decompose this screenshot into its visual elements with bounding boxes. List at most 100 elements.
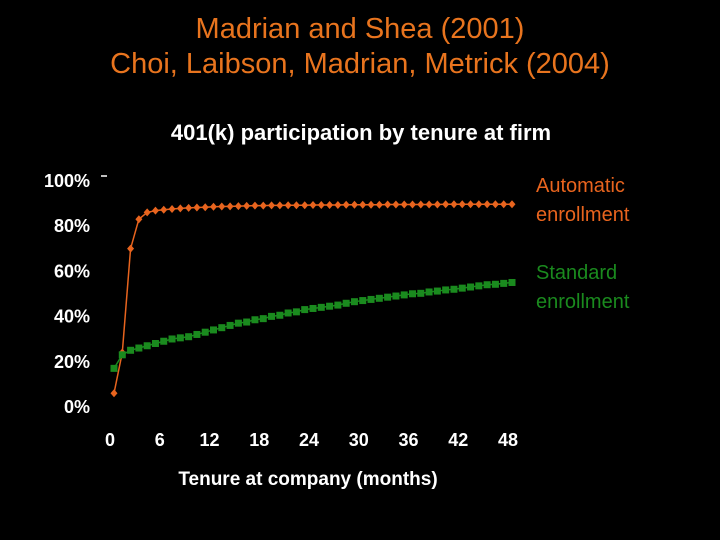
x-tick-label: 6 bbox=[155, 430, 165, 450]
data-point bbox=[143, 208, 151, 217]
data-point bbox=[210, 326, 217, 334]
series-labels: Automatic enrollment Standard enrollment bbox=[536, 175, 630, 313]
data-point bbox=[400, 200, 408, 209]
series-line-1 bbox=[113, 203, 512, 394]
data-point bbox=[417, 289, 425, 297]
data-point bbox=[143, 342, 151, 350]
data-point bbox=[127, 346, 135, 354]
data-point bbox=[359, 200, 367, 209]
data-point bbox=[276, 311, 284, 319]
data-point bbox=[467, 283, 475, 291]
data-point bbox=[259, 201, 267, 210]
data-point bbox=[508, 200, 516, 209]
data-point bbox=[218, 324, 226, 332]
data-point bbox=[309, 304, 317, 312]
data-point bbox=[251, 201, 259, 210]
data-point bbox=[118, 351, 126, 359]
series-label-line: enrollment bbox=[536, 204, 630, 226]
data-point bbox=[409, 290, 416, 298]
data-point bbox=[160, 337, 168, 345]
chart-title: 401(k) participation by tenure at firm bbox=[171, 120, 551, 145]
data-point bbox=[151, 340, 159, 347]
data-point bbox=[400, 291, 408, 299]
data-point bbox=[317, 303, 325, 311]
series-label-line: Standard bbox=[536, 262, 617, 284]
x-tick-label: 48 bbox=[498, 430, 518, 450]
data-point bbox=[193, 203, 201, 212]
data-point bbox=[334, 200, 342, 209]
data-point bbox=[168, 205, 176, 214]
data-point bbox=[342, 299, 350, 307]
x-tick-label: 12 bbox=[199, 430, 219, 450]
data-point bbox=[168, 335, 176, 343]
data-point bbox=[301, 306, 309, 314]
data-point bbox=[176, 334, 184, 342]
x-tick-label: 42 bbox=[448, 430, 468, 450]
y-tick-label: 0% bbox=[64, 397, 90, 417]
data-point bbox=[350, 200, 358, 209]
data-point bbox=[384, 293, 392, 301]
data-point bbox=[251, 316, 259, 324]
data-point bbox=[326, 302, 334, 310]
data-point bbox=[508, 278, 516, 286]
data-point bbox=[176, 204, 184, 213]
data-point bbox=[185, 333, 193, 341]
slide-header: Madrian and Shea (2001) Choi, Laibson, M… bbox=[0, 12, 720, 82]
slide-title-line-1: Madrian and Shea (2001) bbox=[195, 13, 525, 45]
data-point bbox=[210, 202, 217, 211]
y-tick-label: 80% bbox=[54, 216, 90, 236]
data-point bbox=[450, 285, 458, 293]
data-point bbox=[367, 295, 375, 303]
data-point bbox=[243, 318, 251, 326]
data-point bbox=[483, 281, 491, 289]
data-point bbox=[193, 330, 201, 338]
data-point bbox=[268, 312, 276, 320]
series-label-line: enrollment bbox=[536, 291, 630, 313]
data-point bbox=[135, 215, 143, 224]
x-tick-label: 0 bbox=[105, 430, 115, 450]
data-point bbox=[218, 202, 226, 211]
y-axis-ticks: 0% 20% 40% 60% 80% 100% bbox=[44, 171, 107, 417]
data-point bbox=[185, 203, 193, 212]
data-point bbox=[442, 200, 450, 209]
data-point bbox=[259, 315, 267, 323]
series-group bbox=[110, 200, 516, 398]
data-point bbox=[417, 200, 425, 209]
data-point bbox=[243, 201, 251, 210]
data-point bbox=[409, 200, 416, 209]
data-point bbox=[284, 309, 292, 317]
data-point bbox=[309, 200, 317, 209]
data-point bbox=[359, 297, 367, 305]
data-point bbox=[342, 200, 350, 209]
y-tick-label: 100% bbox=[44, 171, 90, 191]
data-point bbox=[127, 244, 135, 253]
data-point bbox=[151, 206, 159, 215]
data-point bbox=[201, 203, 209, 212]
data-point bbox=[433, 200, 441, 209]
x-axis-ticks: 0 6 12 18 24 30 36 42 48 bbox=[105, 430, 518, 450]
data-point bbox=[491, 280, 499, 288]
data-point bbox=[317, 200, 325, 209]
y-tick-label: 60% bbox=[54, 261, 90, 281]
data-point bbox=[375, 200, 383, 209]
data-point bbox=[110, 364, 118, 372]
series-line-2 bbox=[113, 281, 513, 369]
data-point bbox=[367, 200, 375, 209]
data-point bbox=[201, 328, 209, 336]
data-point bbox=[110, 389, 118, 398]
data-point bbox=[483, 200, 491, 209]
data-point bbox=[491, 200, 499, 209]
data-point bbox=[500, 200, 508, 209]
data-point bbox=[425, 200, 433, 209]
data-point bbox=[292, 201, 300, 210]
x-tick-label: 36 bbox=[398, 430, 418, 450]
data-point bbox=[301, 201, 309, 210]
slide-title-line-2: Choi, Laibson, Madrian, Metrick (2004) bbox=[110, 48, 610, 80]
data-point bbox=[433, 287, 441, 295]
series-label-line: Automatic bbox=[536, 175, 625, 197]
data-point bbox=[475, 200, 483, 209]
data-point bbox=[425, 288, 433, 296]
data-point bbox=[392, 200, 400, 209]
x-tick-label: 18 bbox=[249, 430, 269, 450]
